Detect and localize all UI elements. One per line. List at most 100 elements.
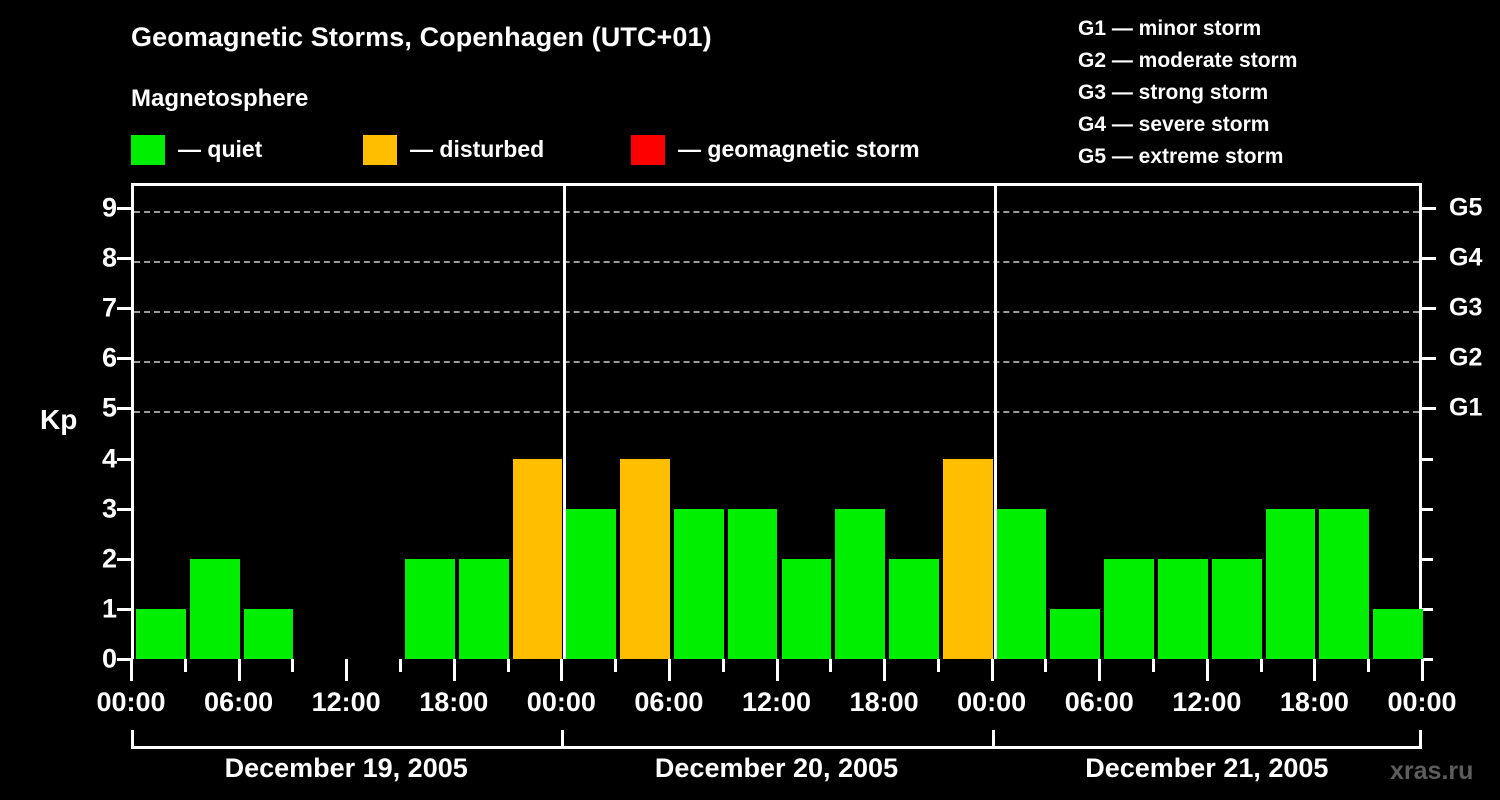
g-legend-row-2: G2 — moderate storm [1078, 49, 1298, 72]
page-title: Geomagnetic Storms, Copenhagen (UTC+01) [131, 22, 712, 52]
green-swatch [131, 135, 165, 165]
day-bracket-cap [991, 730, 995, 747]
bar [566, 508, 617, 659]
x-tick-label: 00:00 [1387, 687, 1457, 717]
g-axis-label-G1: G1 [1449, 393, 1483, 422]
red-swatch [631, 135, 665, 165]
day-bracket [561, 746, 992, 749]
bar [512, 458, 563, 659]
x-tick-label: 06:00 [1064, 687, 1134, 717]
g-axis-tick-G3 [1422, 307, 1436, 311]
x-tick-label: 00:00 [526, 687, 596, 717]
bar [189, 558, 240, 659]
g-legend-row-3: G3 — strong storm [1078, 81, 1269, 104]
y-tick-4 [117, 457, 131, 461]
bar [781, 558, 832, 659]
right-tick-2 [1422, 557, 1433, 561]
y-tick-1 [117, 607, 131, 611]
day-separator [563, 186, 567, 659]
y-tick-2 [117, 557, 131, 561]
y-tick-label-9: 9 [101, 192, 117, 223]
y-tick-label-5: 5 [101, 392, 117, 423]
x-tick-label: 00:00 [957, 687, 1027, 717]
x-tick-minor [614, 659, 618, 672]
x-tick-major [883, 659, 887, 681]
orange-swatch [363, 135, 397, 165]
g-axis-tick-G1 [1422, 407, 1436, 411]
g-axis-tick-G4 [1422, 257, 1436, 261]
legend-label: — geomagnetic storm [678, 136, 920, 162]
y-axis-title: Kp [40, 404, 78, 435]
x-tick-label: 18:00 [419, 687, 489, 717]
bar [673, 508, 724, 659]
gridline-kp-8 [134, 261, 1419, 264]
legend-label: — quiet [178, 136, 263, 162]
x-tick-major [560, 659, 564, 681]
g-legend-row-1: G1 — minor storm [1078, 17, 1262, 40]
watermark: xras.ru [1390, 757, 1474, 785]
y-tick-6 [117, 357, 131, 361]
bar [889, 558, 939, 659]
gridline-kp-5 [134, 411, 1419, 414]
bar [996, 508, 1047, 659]
x-tick-minor [398, 659, 402, 672]
bar [835, 508, 886, 659]
x-tick-minor [1259, 659, 1263, 672]
x-tick-minor [721, 659, 725, 672]
x-tick-minor [291, 659, 295, 672]
y-tick-5 [117, 407, 131, 411]
x-tick-major [452, 659, 456, 681]
g-axis-label-G5: G5 [1449, 193, 1483, 222]
gridline-kp-6 [134, 361, 1419, 364]
x-tick-major [1205, 659, 1209, 681]
g-legend-row-4: G4 — severe storm [1078, 113, 1270, 136]
x-tick-minor [1044, 659, 1048, 672]
x-tick-minor [183, 659, 187, 672]
plot-inner [134, 186, 1423, 659]
x-tick-label: 06:00 [634, 687, 704, 717]
y-tick-9 [117, 207, 131, 211]
right-tick-1 [1422, 607, 1433, 611]
x-tick-minor [1367, 659, 1371, 672]
day-bracket [991, 746, 1422, 749]
x-tick-major [345, 659, 349, 681]
bar [727, 508, 778, 659]
x-tick-major [775, 659, 779, 681]
x-tick-minor [936, 659, 940, 672]
chart-subtitle: Magnetosphere [131, 85, 309, 112]
day-label: December 19, 2005 [224, 753, 468, 783]
gridline-kp-7 [134, 311, 1419, 314]
day-bracket-cap [131, 730, 134, 747]
day-label: December 21, 2005 [1085, 753, 1329, 783]
y-tick-label-1: 1 [101, 593, 117, 624]
right-tick-3 [1422, 507, 1433, 511]
x-tick-major [1313, 659, 1317, 681]
y-tick-label-0: 0 [101, 643, 117, 674]
bar [1211, 558, 1262, 659]
day-bracket-cap [561, 730, 565, 747]
x-tick-minor [506, 659, 510, 672]
bar [1265, 508, 1316, 659]
legend-label: — disturbed [410, 136, 545, 162]
g-axis-tick-G5 [1422, 207, 1436, 211]
bar [404, 558, 455, 659]
bar [136, 608, 186, 659]
x-tick-major [1421, 659, 1424, 681]
bar [620, 458, 670, 659]
x-tick-minor [829, 659, 833, 672]
y-tick-8 [117, 257, 131, 261]
x-tick-label: 12:00 [1172, 687, 1242, 717]
y-tick-label-6: 6 [101, 342, 117, 373]
y-tick-label-7: 7 [101, 292, 117, 323]
g-scale-legend: G1 — minor storm G2 — moderate storm G3 — … [1078, 13, 1297, 173]
bar [243, 608, 294, 659]
g-axis-label-G4: G4 [1449, 243, 1483, 272]
day-bracket-cap [1419, 730, 1422, 747]
bar [1319, 508, 1370, 659]
y-tick-label-8: 8 [101, 242, 117, 273]
day-separator [993, 186, 997, 659]
right-tick-0 [1422, 658, 1433, 661]
day-bracket [131, 746, 562, 749]
bar [1050, 608, 1101, 659]
